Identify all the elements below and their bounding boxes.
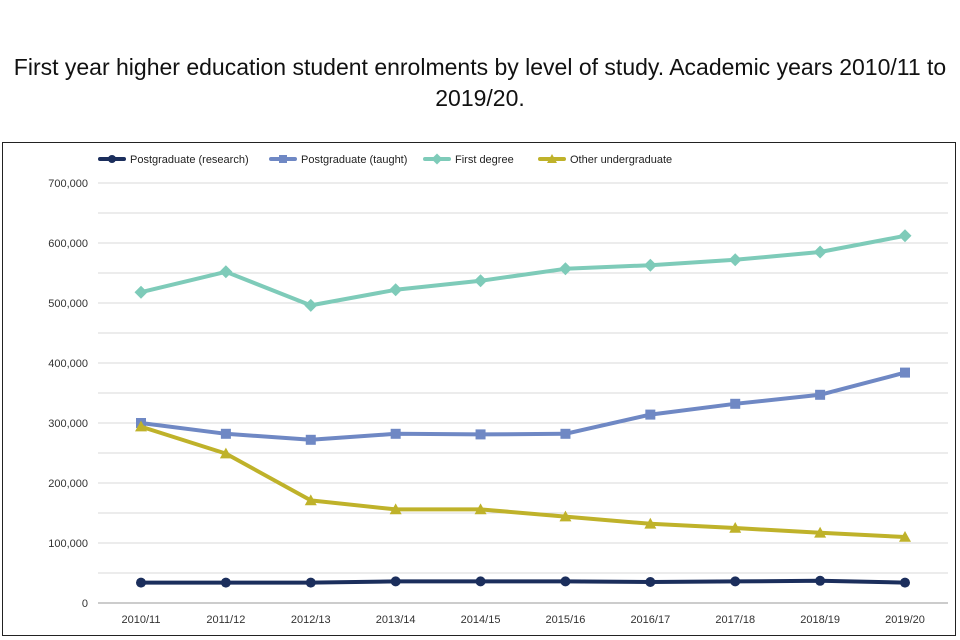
series-line-postgraduate-taught [139,370,907,442]
legend-label-postgraduate-research: Postgraduate (research) [130,154,249,166]
x-tick-label: 2019/20 [885,614,925,626]
x-tick-label: 2018/19 [800,614,840,626]
data-point-first-degree [643,258,657,272]
y-tick-label: 700,000 [48,178,88,190]
data-point-first-degree [304,298,318,312]
data-point-first-degree [389,283,403,297]
data-point-postgraduate-research [305,577,316,588]
series-line-first-degree [139,233,907,308]
data-point-postgraduate-taught [560,428,571,439]
y-tick-label: 200,000 [48,478,88,490]
data-point-first-degree [728,253,742,267]
data-point-postgraduate-research [900,577,910,588]
data-point-postgraduate-taught [645,409,656,420]
data-point-postgraduate-research [560,576,571,587]
data-point-first-degree [558,262,572,276]
y-tick-label: 600,000 [48,238,88,250]
x-tick-label: 2011/12 [206,614,245,626]
data-point-postgraduate-taught [730,398,741,409]
x-tick-label: 2017/18 [715,614,755,626]
chart-title: First year higher education student enro… [13,54,947,111]
data-point-postgraduate-taught [220,428,231,439]
data-point-postgraduate-taught [305,434,316,445]
y-tick-label: 300,000 [48,418,88,430]
data-point-first-degree [813,245,827,259]
series-line-other-undergraduate [139,424,907,539]
data-point-first-degree [134,285,148,299]
data-point-other-undergraduate [729,522,742,533]
y-tick-label: 400,000 [48,358,88,370]
legend-marker-other-undergraduate [547,154,557,163]
data-point-other-undergraduate [814,526,827,538]
data-point-postgraduate-research [475,576,486,587]
data-point-other-undergraduate [389,503,402,515]
data-point-other-undergraduate [304,494,317,506]
x-tick-label: 2012/13 [291,614,331,626]
data-point-postgraduate-research [220,577,231,588]
legend-marker-postgraduate-taught [279,155,287,163]
data-point-postgraduate-taught [475,429,486,440]
data-point-postgraduate-research [390,576,401,587]
x-tick-label: 2016/17 [630,614,670,626]
data-point-postgraduate-taught [900,367,910,378]
data-point-other-undergraduate [474,503,487,515]
x-tick-label: 2010/11 [122,614,161,626]
y-tick-label: 500,000 [48,298,88,310]
data-point-first-degree [474,274,488,288]
legend-label-postgraduate-taught: Postgraduate (taught) [301,154,407,166]
line-chart: 0 100,000 200,000 300,000 400,000 500,000 600,… [48,153,948,626]
data-point-other-undergraduate [559,510,572,522]
chart-frame: 0 100,000 200,000 300,000 400,000 500,000 600,… [2,142,956,636]
data-point-postgraduate-research [136,577,146,588]
legend-label-other-undergraduate: Other undergraduate [570,154,672,166]
x-tick-label: 2015/16 [546,614,586,626]
data-point-postgraduate-taught [815,389,826,400]
data-point-other-undergraduate [135,420,147,432]
series-line-postgraduate-research [139,578,907,585]
data-point-other-undergraduate [644,517,657,529]
data-point-postgraduate-taught [390,428,401,439]
data-point-other-undergraduate [219,447,232,459]
legend-marker-postgraduate-research [108,155,116,163]
legend-label-first-degree: First degree [455,154,514,166]
data-point-postgraduate-research [815,575,826,586]
data-point-first-degree [898,229,912,243]
y-tick-label: 100,000 [48,538,88,550]
data-point-other-undergraduate [899,531,911,542]
x-tick-label: 2014/15 [461,614,501,626]
legend-marker-first-degree [431,153,443,165]
data-point-postgraduate-research [730,576,741,587]
y-tick-label: 0 [82,598,88,610]
x-tick-label: 2013/14 [376,614,416,626]
data-point-first-degree [219,265,233,279]
data-point-postgraduate-research [645,577,656,587]
